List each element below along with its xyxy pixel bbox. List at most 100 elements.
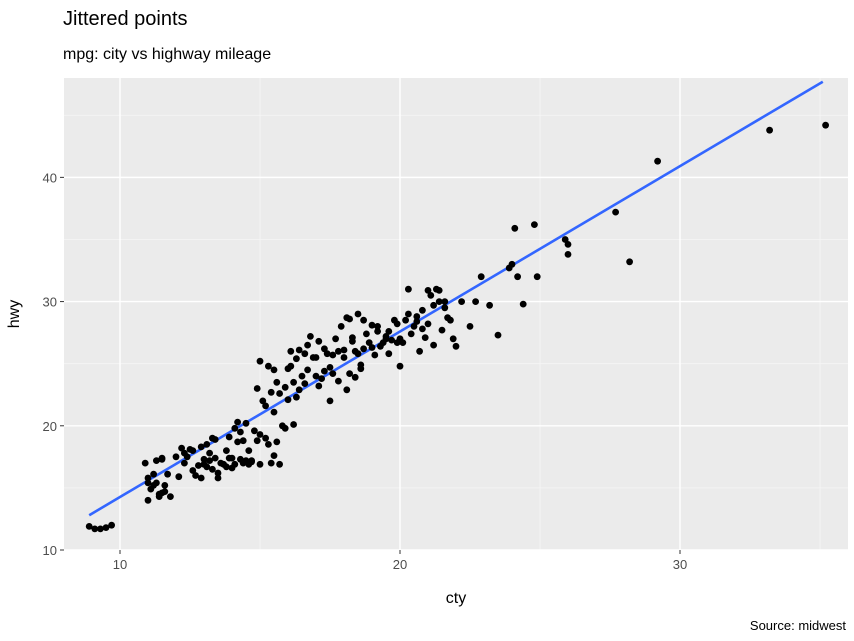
data-point (144, 496, 152, 504)
data-point (150, 470, 158, 478)
data-point (287, 347, 295, 355)
data-point (290, 378, 297, 386)
data-point (508, 260, 516, 268)
data-point (407, 330, 415, 338)
data-point (183, 453, 191, 461)
data-point (164, 470, 172, 478)
data-point (396, 335, 404, 343)
data-point (256, 357, 264, 365)
data-point (564, 241, 572, 248)
data-point (340, 346, 348, 354)
data-point (766, 126, 773, 134)
y-axis-title: hwy (6, 300, 23, 328)
data-point (273, 438, 281, 446)
data-point (225, 433, 233, 441)
data-point (161, 482, 169, 489)
grid-lines (64, 78, 848, 551)
data-point (301, 350, 309, 358)
data-point (248, 458, 256, 466)
data-point (326, 364, 334, 371)
data-point (438, 326, 446, 334)
data-point (519, 300, 527, 308)
data-point (155, 490, 163, 498)
data-point (223, 463, 230, 471)
data-point (144, 474, 152, 482)
data-point (318, 375, 325, 382)
data-point (458, 298, 465, 305)
data-point (153, 457, 160, 464)
data-point (360, 316, 367, 324)
data-point (466, 323, 474, 330)
data-point (234, 438, 242, 446)
data-point (340, 354, 348, 361)
data-point (267, 388, 275, 396)
data-point (430, 341, 437, 349)
data-point (262, 434, 269, 442)
data-point (242, 419, 250, 427)
data-point (315, 337, 323, 345)
chart-subtitle: mpg: city vs highway mileage (63, 46, 271, 63)
data-point (393, 320, 401, 328)
data-point (167, 493, 174, 500)
data-point (435, 298, 443, 305)
data-point (158, 455, 166, 463)
data-point (441, 304, 449, 312)
data-point (175, 473, 183, 481)
y-tick-label: 20 (43, 419, 57, 434)
data-point (287, 362, 295, 370)
data-point (452, 342, 460, 350)
y-tick-label: 10 (43, 543, 57, 558)
data-point (293, 393, 300, 401)
data-point (281, 424, 289, 432)
data-point (315, 382, 323, 390)
data-point (265, 362, 272, 370)
data-point (371, 351, 379, 359)
data-point (239, 437, 247, 445)
data-point (419, 306, 426, 314)
data-point (360, 345, 367, 353)
data-point (312, 354, 320, 361)
data-point (259, 397, 267, 405)
data-point (626, 258, 633, 266)
data-point (144, 479, 152, 487)
data-point (416, 347, 423, 355)
data-point (654, 157, 661, 165)
data-point (211, 436, 219, 443)
axes: 10 20 30 10 20 30 40 (43, 170, 688, 572)
data-point (307, 333, 314, 340)
data-point (295, 346, 303, 354)
data-point (326, 397, 334, 405)
data-point (304, 366, 311, 374)
data-point (108, 521, 115, 529)
data-point (354, 310, 362, 318)
data-point (234, 418, 242, 426)
data-point (276, 390, 283, 397)
data-point (295, 386, 303, 394)
data-point (281, 383, 289, 391)
data-point (354, 350, 362, 358)
data-point (368, 344, 376, 351)
data-point (374, 328, 381, 335)
data-point (441, 298, 449, 305)
y-tick-label: 30 (43, 295, 57, 310)
data-point (421, 334, 429, 341)
data-point (363, 330, 370, 338)
data-point (349, 337, 356, 345)
x-tick-label: 20 (393, 557, 407, 572)
data-point (228, 454, 236, 462)
data-point (405, 285, 412, 293)
data-point (298, 372, 306, 380)
data-point (533, 273, 541, 281)
data-point (262, 402, 269, 410)
data-point (253, 385, 261, 392)
data-point (270, 366, 278, 374)
data-point (472, 298, 479, 305)
data-point (321, 367, 328, 375)
data-point (335, 377, 342, 385)
data-point (385, 350, 393, 358)
data-point (494, 331, 502, 339)
data-point (329, 351, 337, 359)
data-point (231, 424, 239, 432)
data-point (430, 301, 437, 309)
data-point (511, 224, 519, 232)
